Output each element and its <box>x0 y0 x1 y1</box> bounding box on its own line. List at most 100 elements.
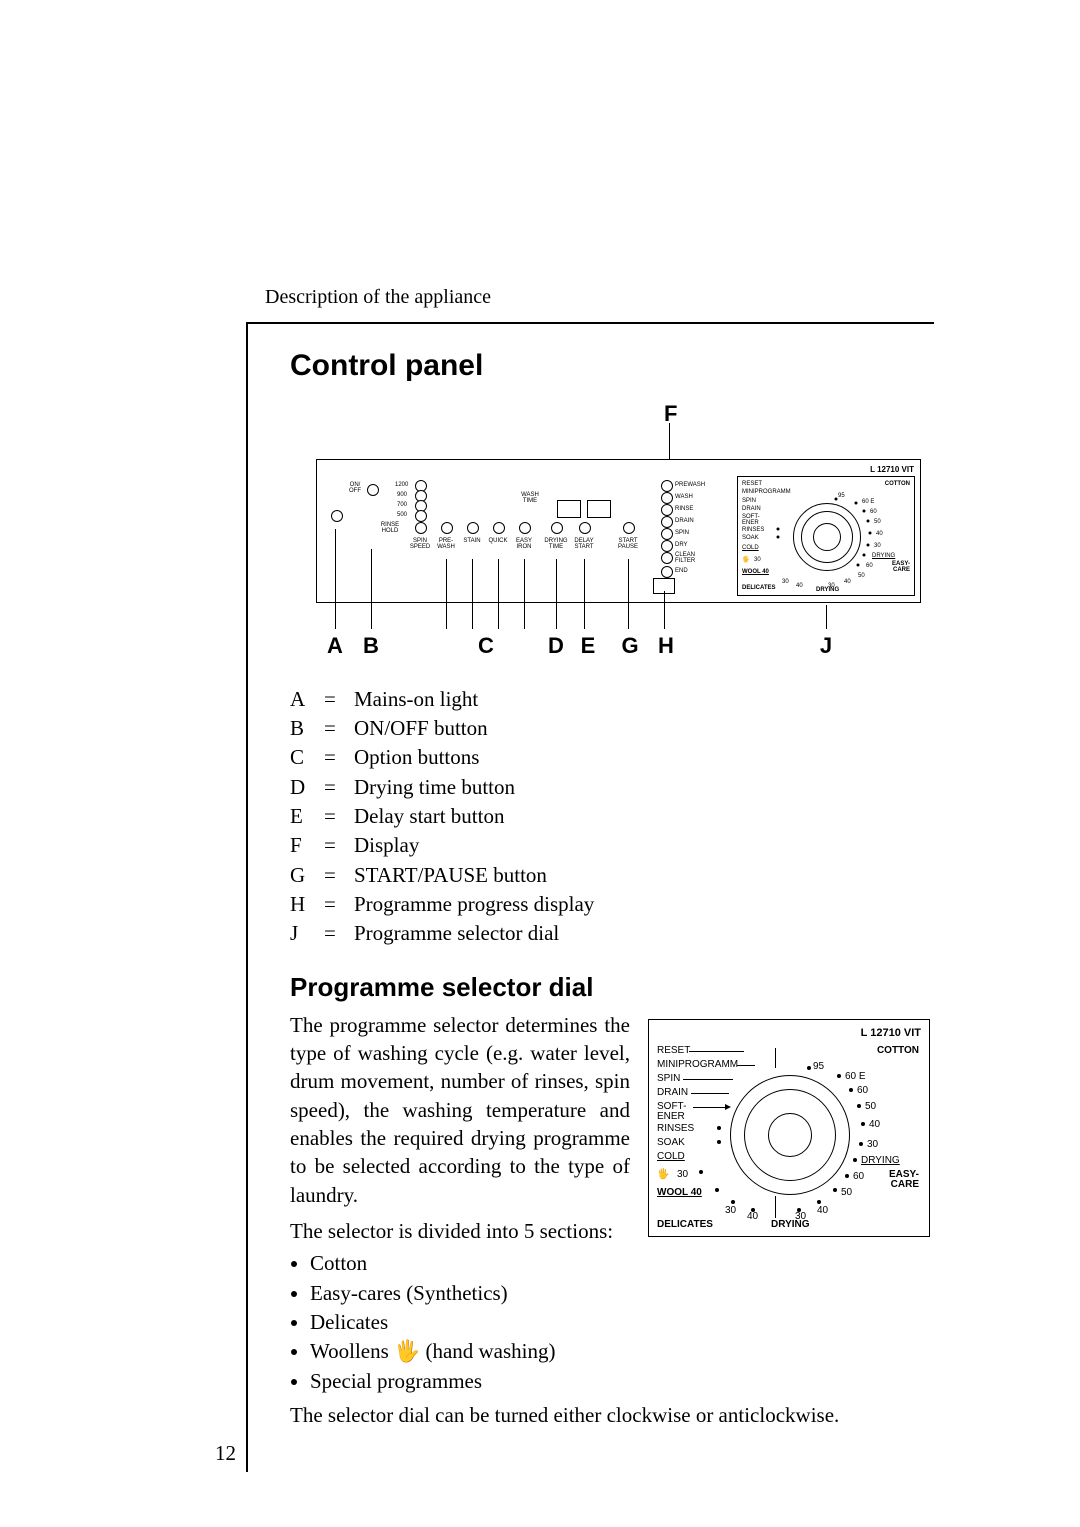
legend-key: E <box>290 802 324 830</box>
label-prog-prewash: PREWASH <box>675 482 705 488</box>
selector-columns: The programme selector determines the ty… <box>290 1011 934 1246</box>
label-prog-wash: WASH <box>675 494 693 500</box>
dlabel-drying: DRYING <box>861 1156 900 1167</box>
indicator-on-off <box>367 484 379 496</box>
legend-text: ON/OFF button <box>354 714 488 742</box>
lead-j <box>826 605 827 629</box>
pdial-50: 50 <box>874 519 881 525</box>
lead-g <box>628 559 629 629</box>
label-prewash-btn: PRE- WASH <box>433 538 459 550</box>
dlabel-wool40: WOOL 40 <box>657 1188 702 1199</box>
label-spin-speed: SPIN SPEED <box>407 538 433 550</box>
pdial-40: 40 <box>876 531 883 537</box>
dlabel-60: 60 <box>857 1086 868 1097</box>
legend-text: Display <box>354 831 419 859</box>
label-1200: 1200 <box>395 482 408 488</box>
dlabel-cold: COLD <box>657 1152 685 1163</box>
btn-stain <box>467 522 479 534</box>
selector-bullets: Cotton Easy-cares (Synthetics) Delicates… <box>290 1249 934 1395</box>
pdial-rinses: RINSES <box>742 527 764 533</box>
selector-intro: The programme selector determines the ty… <box>290 1011 630 1209</box>
panel-outline: L 12710 VIT ON/ OFF 1200 900 700 500 RIN… <box>316 459 921 603</box>
arrow-reset <box>689 1051 744 1052</box>
letter-b: B <box>363 631 379 661</box>
lead-c-1 <box>446 559 447 629</box>
bullet-item: Cotton <box>310 1249 934 1277</box>
pdial-b40b: 40 <box>844 579 851 585</box>
pdial-60r: 60 <box>866 563 873 569</box>
label-500: 500 <box>397 512 407 518</box>
pdial-cotton: COTTON <box>885 481 910 487</box>
led-clean-filter <box>661 552 673 564</box>
legend-row: E=Delay start button <box>290 802 934 830</box>
arrow-mini <box>737 1065 755 1066</box>
legend-row: J=Programme selector dial <box>290 919 934 947</box>
running-head: Description of the appliance <box>265 284 491 311</box>
letter-d: D <box>548 631 564 661</box>
dlabel-delicates: DELICATES <box>657 1220 713 1231</box>
dlabel-rinses: RINSES <box>657 1124 694 1135</box>
dlabel-easycare: EASY- CARE <box>889 1170 919 1191</box>
dlabel-softener: SOFT- ENER <box>657 1102 686 1123</box>
bullet-item: Special programmes <box>310 1367 934 1395</box>
page-number: 12 <box>215 1439 236 1467</box>
bullet-item: Woollens 🖐 (hand washing) <box>310 1337 934 1365</box>
dlabel-reset: RESET <box>657 1046 690 1057</box>
legend-text: Option buttons <box>354 743 479 771</box>
legend-row: D=Drying time button <box>290 773 934 801</box>
label-prog-dry: DRY <box>675 542 688 548</box>
pdial-b40: 40 <box>796 583 803 589</box>
legend-row: G=START/PAUSE button <box>290 861 934 889</box>
legend-row: H=Programme progress display <box>290 890 934 918</box>
panel-dial-frame: RESET MINIPROGRAMM SPIN DRAIN SOFT- ENER… <box>737 476 915 596</box>
letter-g: G <box>621 631 638 661</box>
lead-c-4 <box>524 559 525 629</box>
label-delay-start: DELAY START <box>569 538 599 550</box>
label-start-pause: START PAUSE <box>613 538 643 550</box>
dlabel-hand-30: 30 <box>677 1170 688 1181</box>
left-rule <box>246 322 248 1472</box>
selector-dial-column: L 12710 VIT RESET MINIPROGRAMM SPIN DRAI… <box>648 1011 930 1237</box>
legend-key: C <box>290 743 324 771</box>
pdial-50r: 50 <box>858 573 865 579</box>
label-easy-iron: EASY IRON <box>511 538 537 550</box>
selector-note: The selector dial can be turned either c… <box>290 1401 934 1429</box>
dlabel-30: 30 <box>867 1140 878 1151</box>
legend-text: START/PAUSE button <box>354 861 547 889</box>
legend-row: A=Mains-on light <box>290 685 934 713</box>
pdial-cold: COLD <box>742 545 759 551</box>
dlabel-60e: 60 E <box>845 1072 866 1083</box>
btn-prewash <box>441 522 453 534</box>
pdial-b30: 30 <box>782 579 789 585</box>
btn-easy-iron <box>519 522 531 534</box>
pdial-miniprogramm: MINIPROGRAMM <box>742 489 791 495</box>
pdial-hand-icon: 🖐 <box>742 557 749 563</box>
legend-key: J <box>290 919 324 947</box>
letter-h: H <box>658 631 674 661</box>
selector-divided: The selector is divided into 5 sections: <box>290 1217 630 1245</box>
lead-b <box>371 549 372 629</box>
legend-key: F <box>290 831 324 859</box>
label-rinse-hold: RINSE HOLD <box>377 522 403 534</box>
arrow-drain <box>691 1093 729 1094</box>
arrow-softener <box>693 1107 725 1108</box>
pdial-easycare: EASY- CARE <box>892 561 910 573</box>
dlabel-50: 50 <box>865 1102 876 1113</box>
selector-dial-figure: L 12710 VIT RESET MINIPROGRAMM SPIN DRAI… <box>648 1019 930 1237</box>
dlabel-b40: 40 <box>747 1212 758 1223</box>
bullet-item: Delicates <box>310 1308 934 1336</box>
pdial-spin: SPIN <box>742 498 756 504</box>
dlabel-soak: SOAK <box>657 1138 685 1149</box>
led-rinse-hold <box>415 522 427 534</box>
mains-on-light <box>331 510 343 522</box>
dlabel-95: 95 <box>813 1062 824 1073</box>
label-drying-time: DRYING TIME <box>541 538 571 550</box>
label-on-off: ON/ OFF <box>345 482 365 494</box>
letter-c: C <box>478 631 494 661</box>
dlabel-drying-bottom: DRYING <box>771 1220 810 1231</box>
legend-row: B=ON/OFF button <box>290 714 934 742</box>
dlabel-50r: 50 <box>841 1188 852 1199</box>
legend-text: Mains-on light <box>354 685 478 713</box>
btn-quick <box>493 522 505 534</box>
callout-letter-f: F <box>664 399 677 429</box>
